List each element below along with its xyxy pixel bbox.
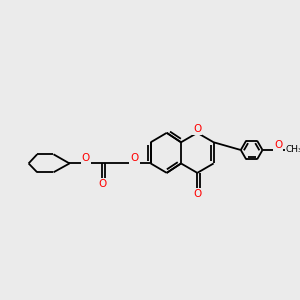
Text: O: O	[193, 124, 201, 134]
Text: O: O	[274, 140, 282, 150]
Text: O: O	[98, 179, 106, 189]
Text: O: O	[82, 153, 90, 163]
Text: O: O	[130, 153, 139, 163]
Text: O: O	[193, 189, 201, 199]
Text: CH₃: CH₃	[286, 146, 300, 154]
